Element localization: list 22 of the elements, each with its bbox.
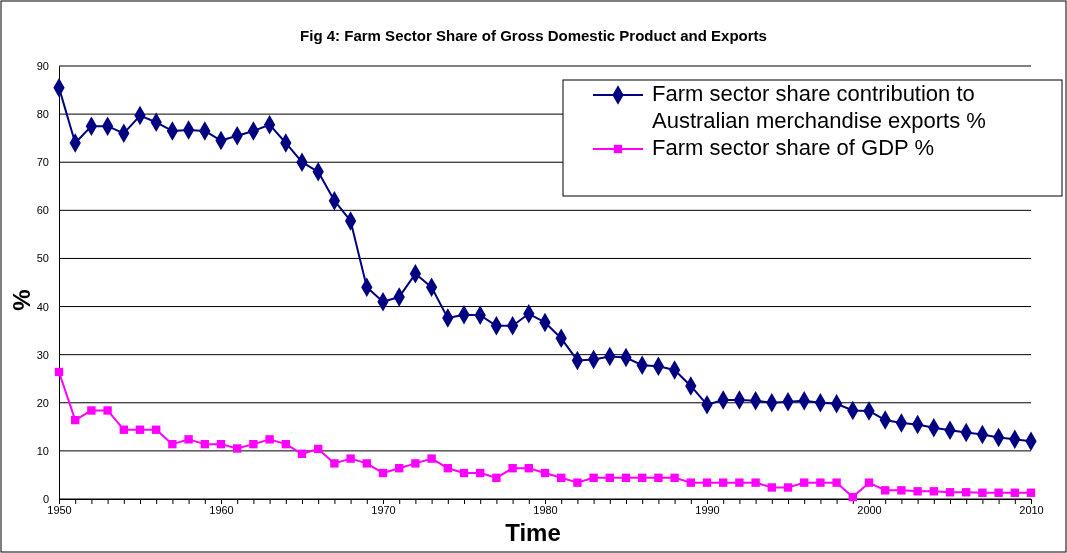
y-axis-title: %: [8, 289, 35, 311]
y-tick-label: 30: [36, 348, 49, 361]
y-tick-label: 50: [36, 252, 49, 265]
x-tick-label: 2010: [1019, 503, 1044, 516]
y-tick-label: 20: [36, 396, 49, 409]
y-tick-label: 10: [36, 444, 49, 457]
y-tick-label: 80: [36, 108, 49, 121]
x-axis-title: Time: [505, 519, 561, 546]
x-tick-label: 2000: [857, 503, 882, 516]
y-tick-label: 40: [36, 300, 49, 313]
x-tick-label: 1950: [47, 503, 72, 516]
y-tick-label: 90: [36, 60, 49, 73]
y-tick-label: 70: [36, 156, 49, 169]
y-tick-label: 60: [36, 204, 49, 217]
legend-label: Farm sector share of GDP %: [652, 135, 935, 160]
x-tick-label: 1970: [371, 503, 396, 516]
x-tick-label: 1980: [533, 503, 558, 516]
x-tick-label: 1990: [695, 503, 720, 516]
y-tick-label: 0: [42, 493, 49, 506]
chart-title: Fig 4: Farm Sector Share of Gross Domestic Product and Exports: [300, 27, 767, 44]
legend-label: Farm sector share contribution to Australian merchandise exports %: [652, 81, 986, 133]
x-tick-label: 1960: [209, 503, 234, 516]
